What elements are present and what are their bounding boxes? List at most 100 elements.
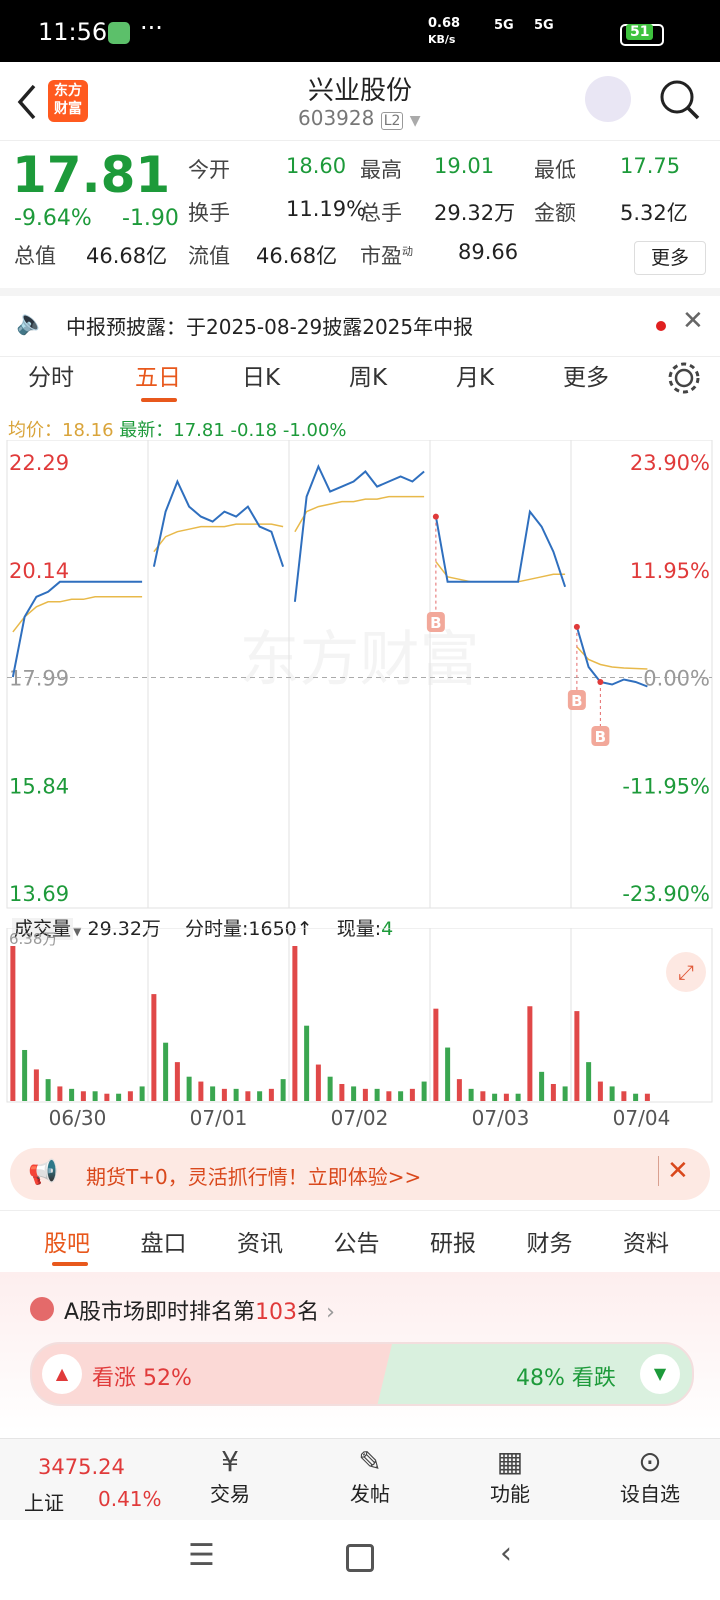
- price-line: [152, 478, 285, 568]
- signal: 5G: [534, 18, 554, 33]
- volume-bar: [445, 1047, 451, 1101]
- ranking-text[interactable]: A股市场即时排名第103名 ›: [64, 1294, 335, 1326]
- ad-banner[interactable]: 📢 期货T+0，灵活抓行情！立即体验>> ✕: [10, 1148, 710, 1200]
- pe-sup: 动: [402, 245, 413, 258]
- field-label: 换手: [188, 201, 230, 225]
- chart-tab[interactable]: 更多: [563, 365, 609, 391]
- info-tab[interactable]: 研报: [430, 1231, 476, 1257]
- bull-part[interactable]: [32, 1344, 392, 1404]
- ad-close[interactable]: ✕: [658, 1156, 689, 1186]
- volume-bar: [233, 1088, 239, 1101]
- volume-bar: [386, 1091, 392, 1101]
- chevron: ›: [319, 1300, 335, 1325]
- nav-item[interactable]: ⊙ 设自选: [600, 1445, 700, 1507]
- field-label: 市盈动: [360, 244, 413, 268]
- nav-icon: ▦: [496, 1445, 524, 1478]
- back-nav-button[interactable]: ‹: [500, 1536, 512, 1571]
- net-unit: KB/s: [428, 33, 456, 46]
- net-speed: 0.68: [428, 16, 461, 31]
- latest-value: 17.81: [173, 420, 225, 441]
- back-button[interactable]: [12, 82, 42, 122]
- more-button[interactable]: 更多: [634, 241, 706, 275]
- search-icon: [660, 80, 694, 114]
- chart-tab[interactable]: 分时: [28, 365, 74, 391]
- volume-bar: [409, 1088, 415, 1101]
- nav-label: 设自选: [620, 1482, 680, 1506]
- volume-bar: [327, 1076, 333, 1101]
- bull-icon: ▲: [42, 1354, 82, 1394]
- nav-icon: ⊙: [638, 1445, 662, 1478]
- y-tick-label: 20.14: [9, 559, 69, 583]
- volume-bar: [480, 1091, 486, 1101]
- gear: [674, 368, 694, 388]
- info-tab[interactable]: 财务: [526, 1231, 573, 1257]
- volume-bar: [315, 1064, 321, 1101]
- signal-dot: [432, 513, 439, 520]
- minute-volume: 分时量:1650↑: [184, 918, 313, 940]
- plot-frame: [6, 440, 713, 909]
- field-value: 18.60: [286, 154, 347, 178]
- avg-line: [294, 495, 425, 533]
- chart-tab[interactable]: 日K: [242, 365, 281, 391]
- signal-label: B: [571, 692, 582, 710]
- x-tick-label: 07/01: [189, 1106, 248, 1130]
- signal-badge: [426, 612, 445, 632]
- home-button[interactable]: [346, 1544, 374, 1572]
- info-tab[interactable]: 股吧: [44, 1231, 90, 1257]
- latest-label: 最新：: [119, 420, 174, 441]
- volume-bar: [351, 1086, 357, 1101]
- nav-item[interactable]: ✎ 发帖: [320, 1445, 420, 1507]
- volume-bar: [245, 1091, 251, 1101]
- volume-bar: [127, 1091, 133, 1101]
- volume-bar: [421, 1081, 427, 1101]
- info-tab[interactable]: 公告: [333, 1231, 380, 1257]
- index-value[interactable]: 3475.24: [38, 1455, 125, 1479]
- avg-line: [12, 596, 143, 633]
- menu-button[interactable]: ☰: [188, 1538, 215, 1573]
- volume-bar: [586, 1062, 592, 1101]
- info-tab[interactable]: 盘口: [140, 1231, 187, 1257]
- ad-text: 期货T+0，灵活抓行情！立即体验>>: [86, 1165, 422, 1189]
- volume-bar: [374, 1088, 380, 1101]
- sentiment-bar: ▲ 看涨 52% 48% 看跌 ▼: [30, 1342, 694, 1406]
- level-badge: L2: [380, 112, 404, 130]
- volume-bar: [139, 1086, 145, 1101]
- volume-bar: [398, 1091, 404, 1101]
- chart-tab[interactable]: 月K: [456, 365, 495, 391]
- x-tick-label: 07/04: [612, 1106, 671, 1130]
- chart-tab[interactable]: 五日: [135, 365, 181, 391]
- volume-bar: [597, 1081, 603, 1101]
- field-value: 46.68亿: [86, 244, 168, 268]
- nav-label: 功能: [490, 1482, 530, 1506]
- expand-button[interactable]: ⤢: [666, 952, 706, 992]
- notice-dot: [656, 321, 666, 331]
- volume-bar: [503, 1093, 509, 1101]
- dropdown[interactable]: ▼: [409, 113, 421, 129]
- price-line: [434, 509, 567, 588]
- stock-code: 603928 L2 ▼: [298, 106, 421, 130]
- nav-item[interactable]: ▦ 功能: [460, 1445, 560, 1507]
- search-button[interactable]: [658, 78, 702, 122]
- info-tab[interactable]: 资讯: [237, 1231, 283, 1257]
- y-tick-label: 17.99: [9, 667, 69, 691]
- volume-bar: [174, 1062, 180, 1101]
- volume-label[interactable]: 成交量: [12, 918, 74, 940]
- chart-tab[interactable]: 周K: [349, 365, 388, 391]
- field-label: 最低: [534, 158, 576, 182]
- logo: 东方 财富: [48, 80, 88, 122]
- change: -1.90: [122, 206, 179, 231]
- info-tab[interactable]: 资料: [623, 1231, 669, 1257]
- code: 603928: [298, 106, 375, 130]
- notice-bar[interactable]: 🔈 中报预披露：于2025-08-29披露2025年中报 ✕: [0, 288, 720, 357]
- diff: -0.18: [230, 420, 278, 441]
- status-bar: 11:56 ··· 0.68 KB/s 5G 5G 51: [0, 0, 720, 62]
- nav-item[interactable]: ¥ 交易: [180, 1445, 280, 1507]
- field-label: 最高: [360, 158, 402, 182]
- avatar[interactable]: [585, 76, 631, 122]
- settings-icon[interactable]: [666, 360, 702, 396]
- close-notice[interactable]: ✕: [682, 306, 704, 336]
